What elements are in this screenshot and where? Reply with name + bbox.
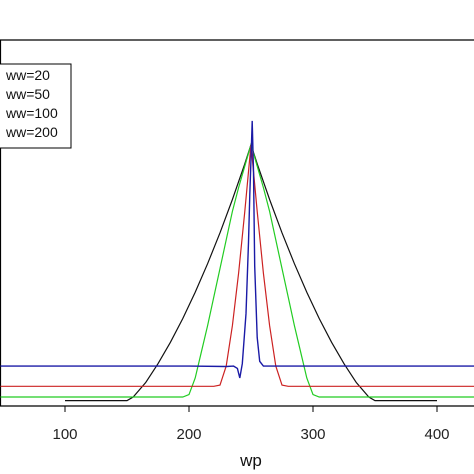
- series-line-ww-100: [0, 142, 474, 398]
- x-tick-label-200: 200: [176, 426, 201, 443]
- x-tick-label-300: 300: [300, 426, 325, 443]
- series-line-ww-50: [0, 144, 474, 387]
- x-tick-label-400: 400: [424, 426, 449, 443]
- legend-entry-ww-50: ww=50: [5, 86, 50, 102]
- x-tick-label-100: 100: [52, 426, 77, 443]
- series-layer: [0, 120, 474, 402]
- legend-entry-ww-100: ww=100: [5, 105, 58, 121]
- series-line-ww-20: [0, 120, 474, 379]
- x-axis-label: wp: [239, 451, 262, 470]
- legend-box: [0, 63, 72, 149]
- legend-entry-ww-20: ww=20: [5, 67, 50, 83]
- x-axis: 100 200 300 400 wp: [52, 406, 450, 470]
- legend: ww=20 ww=50 ww=100 ww=200: [0, 63, 72, 149]
- series-line-ww-200: [65, 142, 437, 402]
- legend-entry-ww-200: ww=200: [5, 124, 58, 140]
